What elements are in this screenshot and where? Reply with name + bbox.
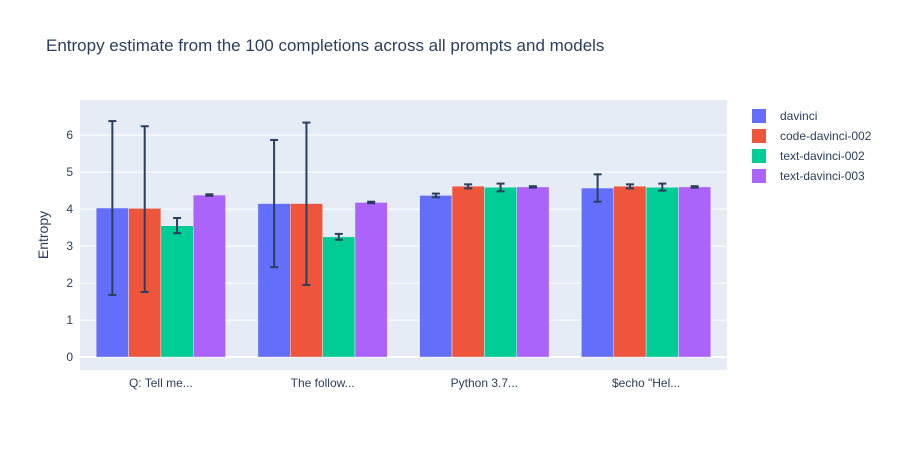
chart-title: Entropy estimate from the 100 completion… [46,36,604,55]
legend-swatch[interactable] [752,129,766,143]
x-tick-label: $echo "Hel... [612,376,680,390]
y-tick-label: 2 [66,276,73,290]
bar[interactable] [678,186,712,358]
y-tick-label: 6 [66,128,73,142]
y-tick-label: 3 [66,239,73,253]
y-tick-label: 4 [66,202,73,216]
bar[interactable] [451,185,485,358]
y-tick-label: 1 [66,313,73,327]
bar[interactable] [645,187,679,358]
legend-label[interactable]: text-davinci-003 [780,169,865,183]
bar[interactable] [484,187,517,358]
bar[interactable] [160,225,194,358]
bar[interactable] [613,185,647,358]
error-bars-layer [108,120,699,296]
y-axis-title: Entropy [35,211,51,259]
bar[interactable] [322,236,356,358]
x-tick-label: Python 3.7... [451,376,518,390]
legend-label[interactable]: code-davinci-002 [780,129,872,143]
bar[interactable] [419,195,453,358]
legend-swatch[interactable] [752,149,766,163]
x-tick-label: The follow... [291,376,355,390]
legend-swatch[interactable] [752,109,766,123]
legend[interactable]: davinci code-davinci-002 text-davinci-002 t… [752,109,872,183]
y-axis-ticks: 0 1 2 3 4 5 6 [66,128,73,364]
bar[interactable] [354,202,388,358]
legend-label[interactable]: text-davinci-002 [780,149,865,163]
x-axis-ticks: Q: Tell me... The follow... Python 3.7... $… [129,376,680,390]
bar[interactable] [581,187,615,358]
x-tick-label: Q: Tell me... [129,376,193,390]
bar[interactable] [516,186,550,358]
legend-swatch[interactable] [752,169,766,183]
legend-label[interactable]: davinci [780,109,817,123]
bar[interactable] [192,194,226,358]
y-tick-label: 5 [66,165,73,179]
y-tick-label: 0 [66,350,73,364]
